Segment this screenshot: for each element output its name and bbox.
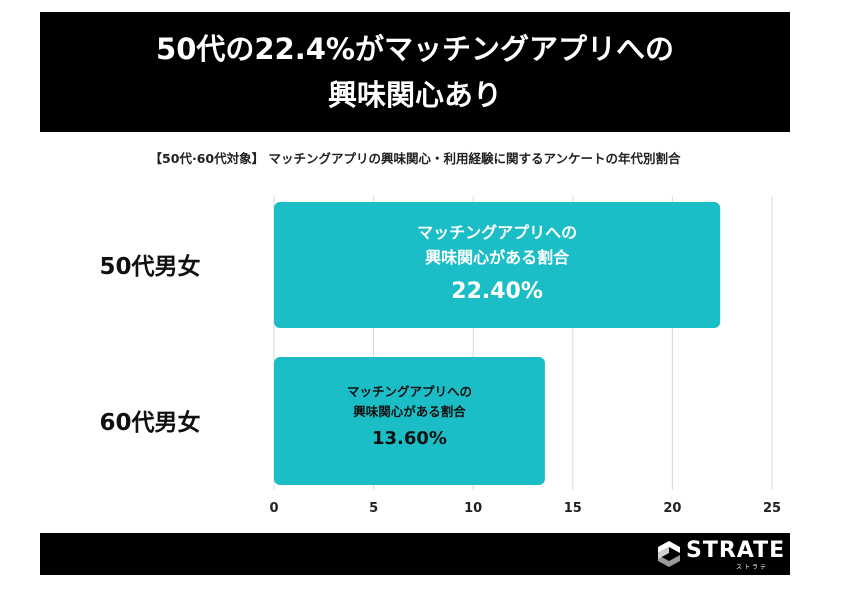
data-label: 13.60% bbox=[372, 428, 447, 449]
logo-text: STRATE bbox=[686, 538, 786, 563]
category-label: 50代男女 bbox=[99, 253, 200, 280]
bar-label-title: マッチングアプリへの bbox=[417, 223, 577, 242]
x-tick-label: 15 bbox=[564, 501, 582, 516]
strate-logo-icon bbox=[658, 541, 680, 567]
bar bbox=[274, 202, 721, 328]
x-tick-label: 0 bbox=[269, 501, 278, 516]
chart-title-line2: 興味関心あり bbox=[327, 78, 502, 112]
chart-subtitle: 【50代·60代対象】 マッチングアプリの興味関心・利用経験に関するアンケートの… bbox=[149, 151, 681, 166]
x-tick-label: 25 bbox=[763, 501, 781, 516]
bar-label-title: 興味関心がある割合 bbox=[353, 404, 466, 419]
bar bbox=[274, 357, 545, 485]
bar-label-title: マッチングアプリへの bbox=[347, 384, 472, 399]
strate-logo: STRATE ストラテ bbox=[658, 538, 784, 571]
footer-bar: STRATE ストラテ bbox=[40, 533, 790, 575]
chart-title-line1: 50代の22.4%がマッチングアプリへの bbox=[156, 32, 674, 66]
category-label: 60代男女 bbox=[99, 409, 200, 436]
chart-header: 50代の22.4%がマッチングアプリへの 興味関心あり bbox=[40, 12, 790, 132]
x-tick-label: 10 bbox=[464, 501, 482, 516]
data-label: 22.40% bbox=[451, 279, 543, 304]
logo-subtext: ストラテ bbox=[736, 564, 769, 571]
x-tick-label: 5 bbox=[369, 501, 378, 516]
x-tick-label: 20 bbox=[663, 501, 681, 516]
bar-label-title: 興味関心がある割合 bbox=[425, 248, 570, 267]
